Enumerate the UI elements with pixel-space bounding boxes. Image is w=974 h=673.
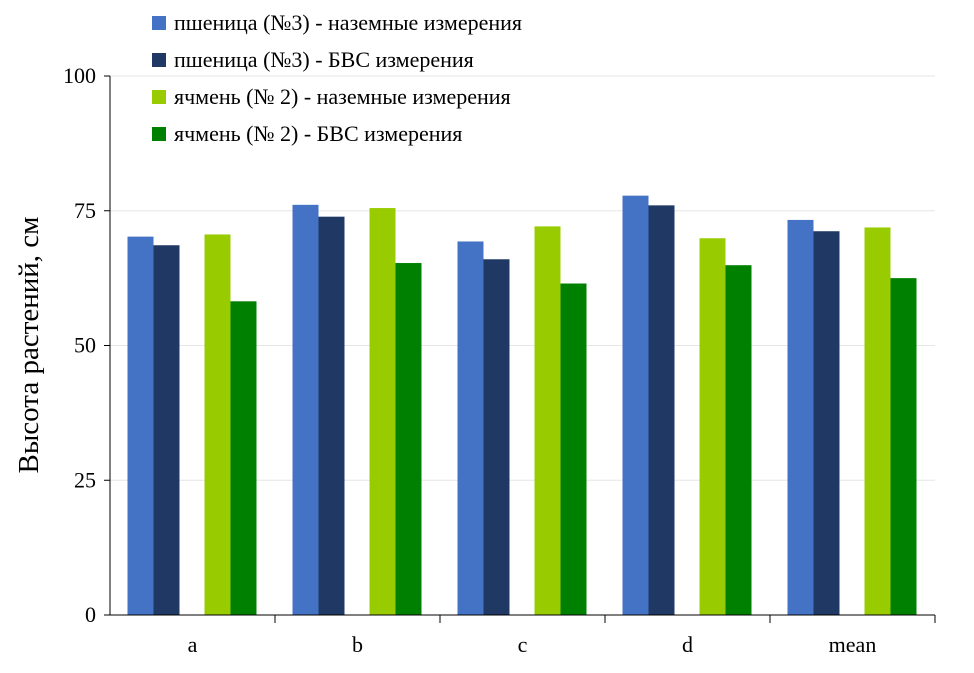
- bar: [890, 278, 917, 615]
- bars: [127, 195, 917, 616]
- bar: [534, 226, 561, 616]
- bar: [395, 263, 422, 615]
- bar: [813, 231, 840, 615]
- legend-swatch: [152, 90, 166, 104]
- bar: [153, 245, 180, 615]
- bar: [457, 241, 484, 615]
- bar: [622, 195, 649, 615]
- y-tick-label: 0: [85, 602, 96, 627]
- legend: пшеница (№3) - наземные измерения пшеница…: [152, 10, 522, 146]
- x-tick-label: c: [518, 632, 528, 657]
- y-tick-label: 75: [74, 198, 96, 223]
- bar: [204, 234, 231, 615]
- legend-swatch: [152, 53, 166, 67]
- y-axis-label: Высота растений, см: [13, 216, 45, 473]
- legend-swatch: [152, 127, 166, 141]
- x-ticks: a b c d mean: [188, 615, 936, 657]
- legend-entry-label: ячмень (№ 2) - БВС измерения: [174, 121, 462, 146]
- x-tick-label: b: [352, 632, 363, 657]
- y-ticks: 0 25 50 75 100: [63, 63, 110, 627]
- bar: [864, 227, 891, 616]
- bar: [483, 259, 510, 615]
- bar: [648, 205, 675, 616]
- bar: [787, 219, 814, 615]
- x-tick-label: d: [682, 632, 693, 657]
- bar: [725, 265, 752, 615]
- bar: [230, 301, 257, 615]
- y-tick-label: 25: [74, 467, 96, 492]
- y-tick-label: 100: [63, 63, 96, 88]
- bar: [699, 238, 726, 615]
- x-tick-label: mean: [829, 632, 877, 657]
- bar: [369, 208, 396, 615]
- legend-entry-label: пшеница (№3) - наземные измерения: [174, 10, 522, 35]
- x-tick-label: a: [188, 632, 198, 657]
- legend-swatch: [152, 16, 166, 30]
- bar: [318, 216, 345, 615]
- bar: [127, 236, 154, 615]
- bar: [560, 283, 587, 615]
- legend-entry-label: ячмень (№ 2) - наземные измерения: [174, 84, 511, 109]
- legend-entry-label: пшеница (№3) - БВС измерения: [174, 47, 474, 72]
- y-tick-label: 50: [74, 333, 96, 358]
- bar: [292, 204, 319, 616]
